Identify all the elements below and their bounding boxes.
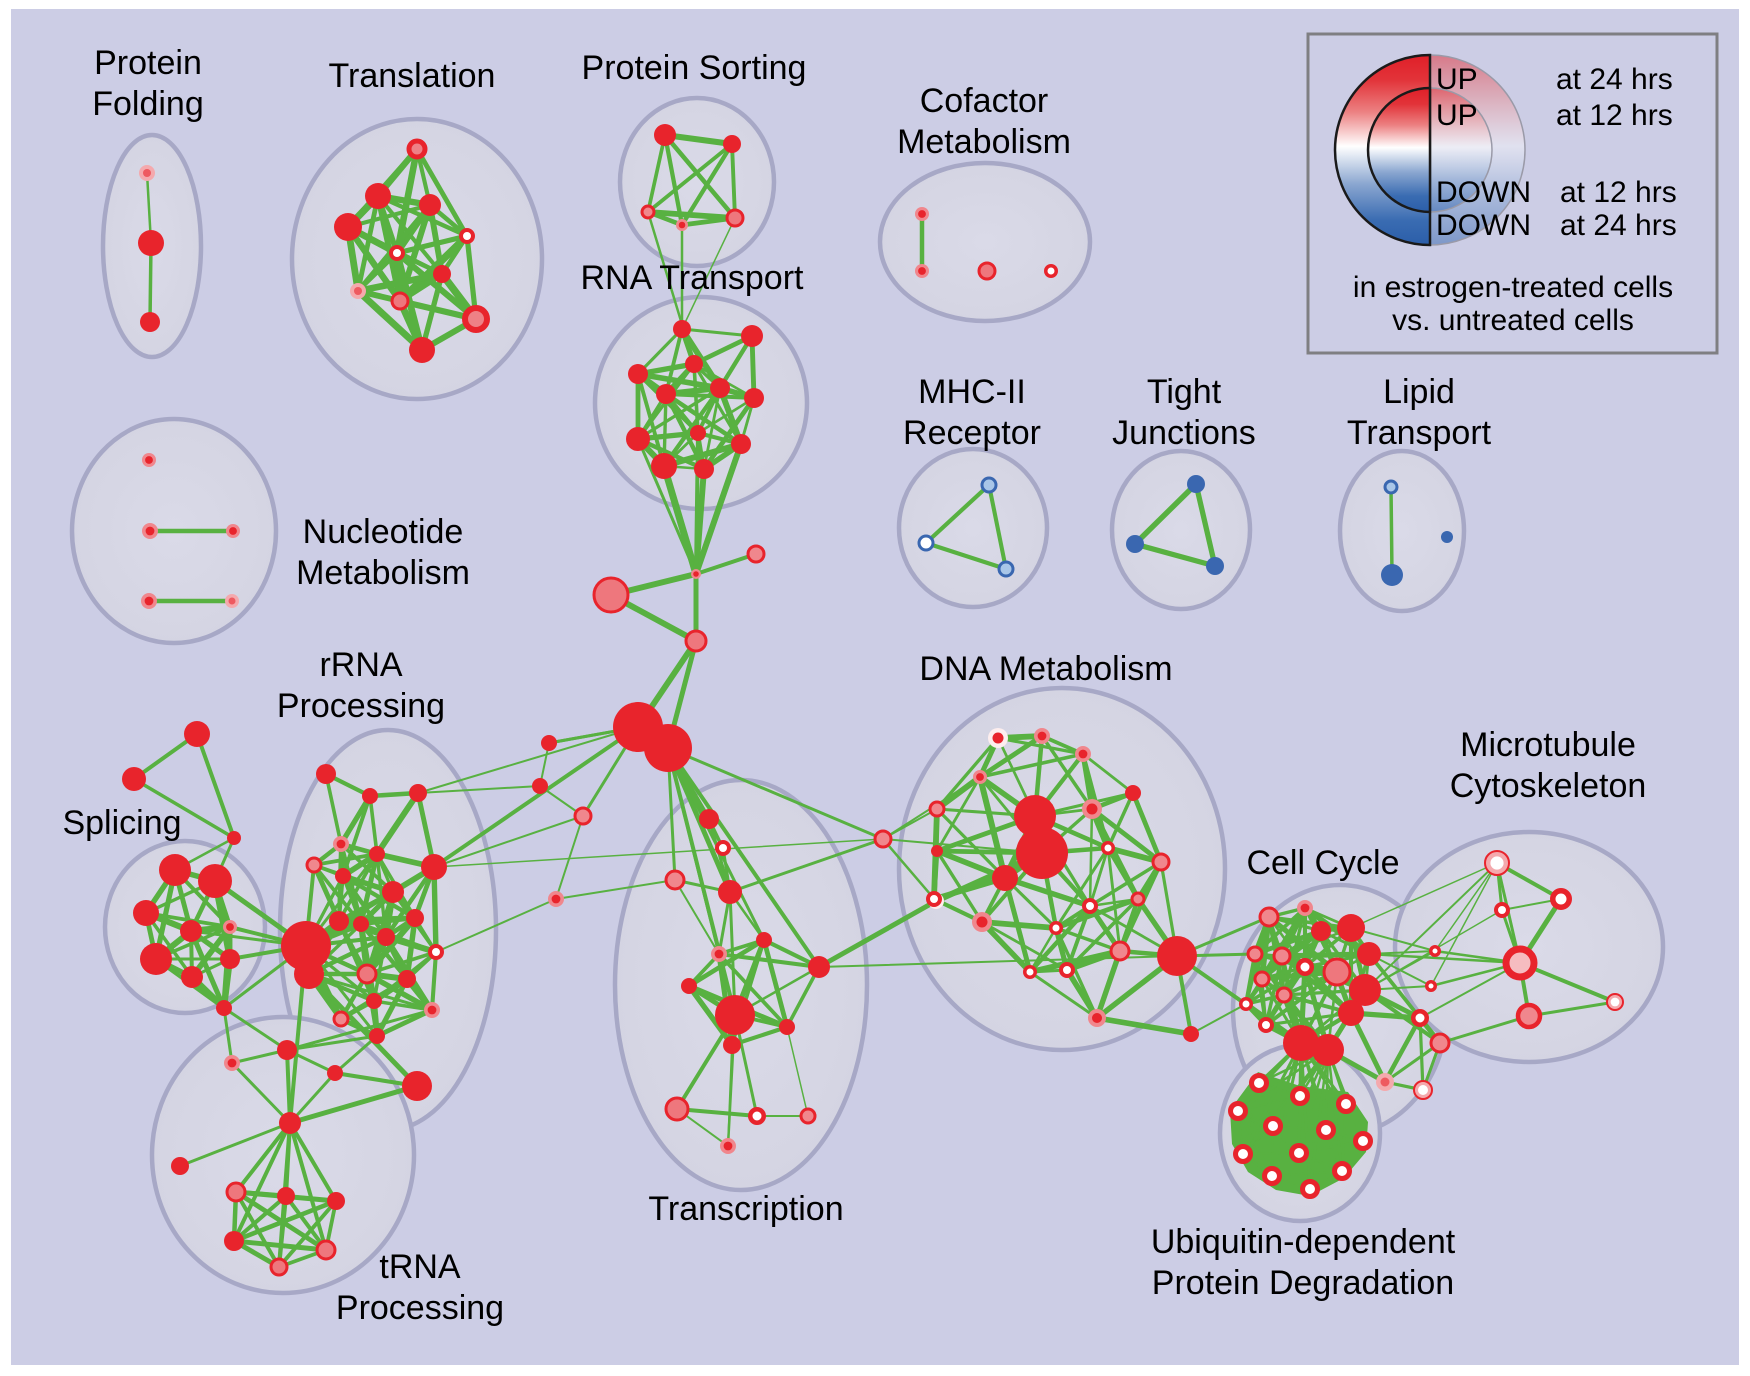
svg-text:UP: UP: [1436, 63, 1478, 96]
svg-text:Ubiquitin-dependent: Ubiquitin-dependent: [1151, 1223, 1456, 1261]
svg-text:at 12 hrs: at 12 hrs: [1560, 176, 1677, 209]
svg-text:at 24 hrs: at 24 hrs: [1560, 209, 1677, 242]
svg-text:at 24 hrs: at 24 hrs: [1556, 63, 1673, 96]
svg-text:vs. untreated cells: vs. untreated cells: [1392, 304, 1634, 337]
svg-text:Processing: Processing: [336, 1289, 504, 1327]
svg-text:DOWN: DOWN: [1436, 209, 1531, 242]
svg-text:MHC-II: MHC-II: [918, 373, 1026, 411]
svg-text:Translation: Translation: [329, 57, 496, 95]
svg-text:Metabolism: Metabolism: [296, 554, 470, 592]
svg-text:DOWN: DOWN: [1436, 176, 1531, 209]
svg-text:Protein Degradation: Protein Degradation: [1152, 1264, 1454, 1302]
svg-text:Splicing: Splicing: [62, 804, 181, 842]
svg-text:tRNA: tRNA: [379, 1248, 461, 1286]
svg-text:Junctions: Junctions: [1112, 414, 1256, 452]
svg-text:Cofactor: Cofactor: [920, 82, 1049, 120]
svg-text:Transcription: Transcription: [648, 1190, 843, 1228]
svg-text:RNA Transport: RNA Transport: [581, 259, 805, 297]
svg-text:Protein Sorting: Protein Sorting: [582, 49, 807, 87]
svg-text:Processing: Processing: [277, 687, 445, 725]
svg-text:at 12 hrs: at 12 hrs: [1556, 99, 1673, 132]
svg-text:Protein: Protein: [94, 44, 202, 82]
svg-text:Lipid: Lipid: [1383, 373, 1455, 411]
svg-text:rRNA: rRNA: [319, 646, 402, 684]
svg-text:Transport: Transport: [1347, 414, 1492, 452]
svg-text:DNA Metabolism: DNA Metabolism: [919, 650, 1172, 688]
svg-text:Folding: Folding: [92, 85, 204, 123]
svg-text:in estrogen-treated cells: in estrogen-treated cells: [1353, 271, 1673, 304]
svg-text:Nucleotide: Nucleotide: [303, 513, 464, 551]
svg-text:Metabolism: Metabolism: [897, 123, 1071, 161]
svg-text:UP: UP: [1436, 99, 1478, 132]
svg-text:Tight: Tight: [1147, 373, 1222, 411]
svg-text:Receptor: Receptor: [903, 414, 1041, 452]
svg-text:Microtubule: Microtubule: [1460, 726, 1636, 764]
svg-text:Cytoskeleton: Cytoskeleton: [1450, 767, 1647, 805]
svg-text:Cell Cycle: Cell Cycle: [1246, 844, 1399, 882]
